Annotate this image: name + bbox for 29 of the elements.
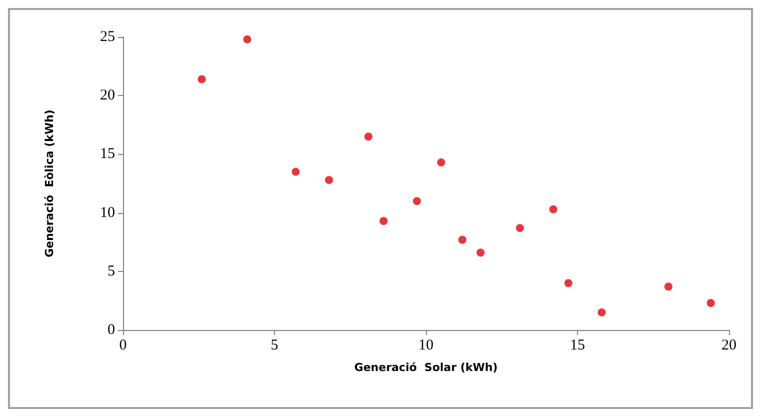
point [437,158,446,166]
point [292,168,300,176]
y-tick-label: 15 [100,146,115,162]
point [364,132,372,141]
point [516,224,524,232]
x-tick-label: 20 [722,338,736,354]
y-tick-label: 0 [108,322,115,338]
x-tick-label: 5 [270,338,278,354]
point [598,308,606,316]
y-tick-label: 5 [108,263,115,280]
x-tick-label: 10 [418,338,434,354]
point [325,176,334,184]
y-tick-label: 25 [100,29,115,45]
point [549,205,558,214]
point [458,236,466,244]
y-tick-label: 20 [100,88,115,104]
point [476,248,485,257]
x-tick-label: 0 [119,338,127,354]
y-axis-title: Generació Eòlica (kWh) [43,110,56,258]
point [706,299,715,308]
point [380,217,388,225]
y-tick-label: 10 [100,204,115,221]
point [412,197,421,206]
point [564,279,572,288]
x-axis-title: Generació Solar (kWh) [354,361,498,374]
point [243,35,252,44]
point [664,282,672,291]
point [198,75,206,84]
x-tick-label: 15 [570,338,585,354]
